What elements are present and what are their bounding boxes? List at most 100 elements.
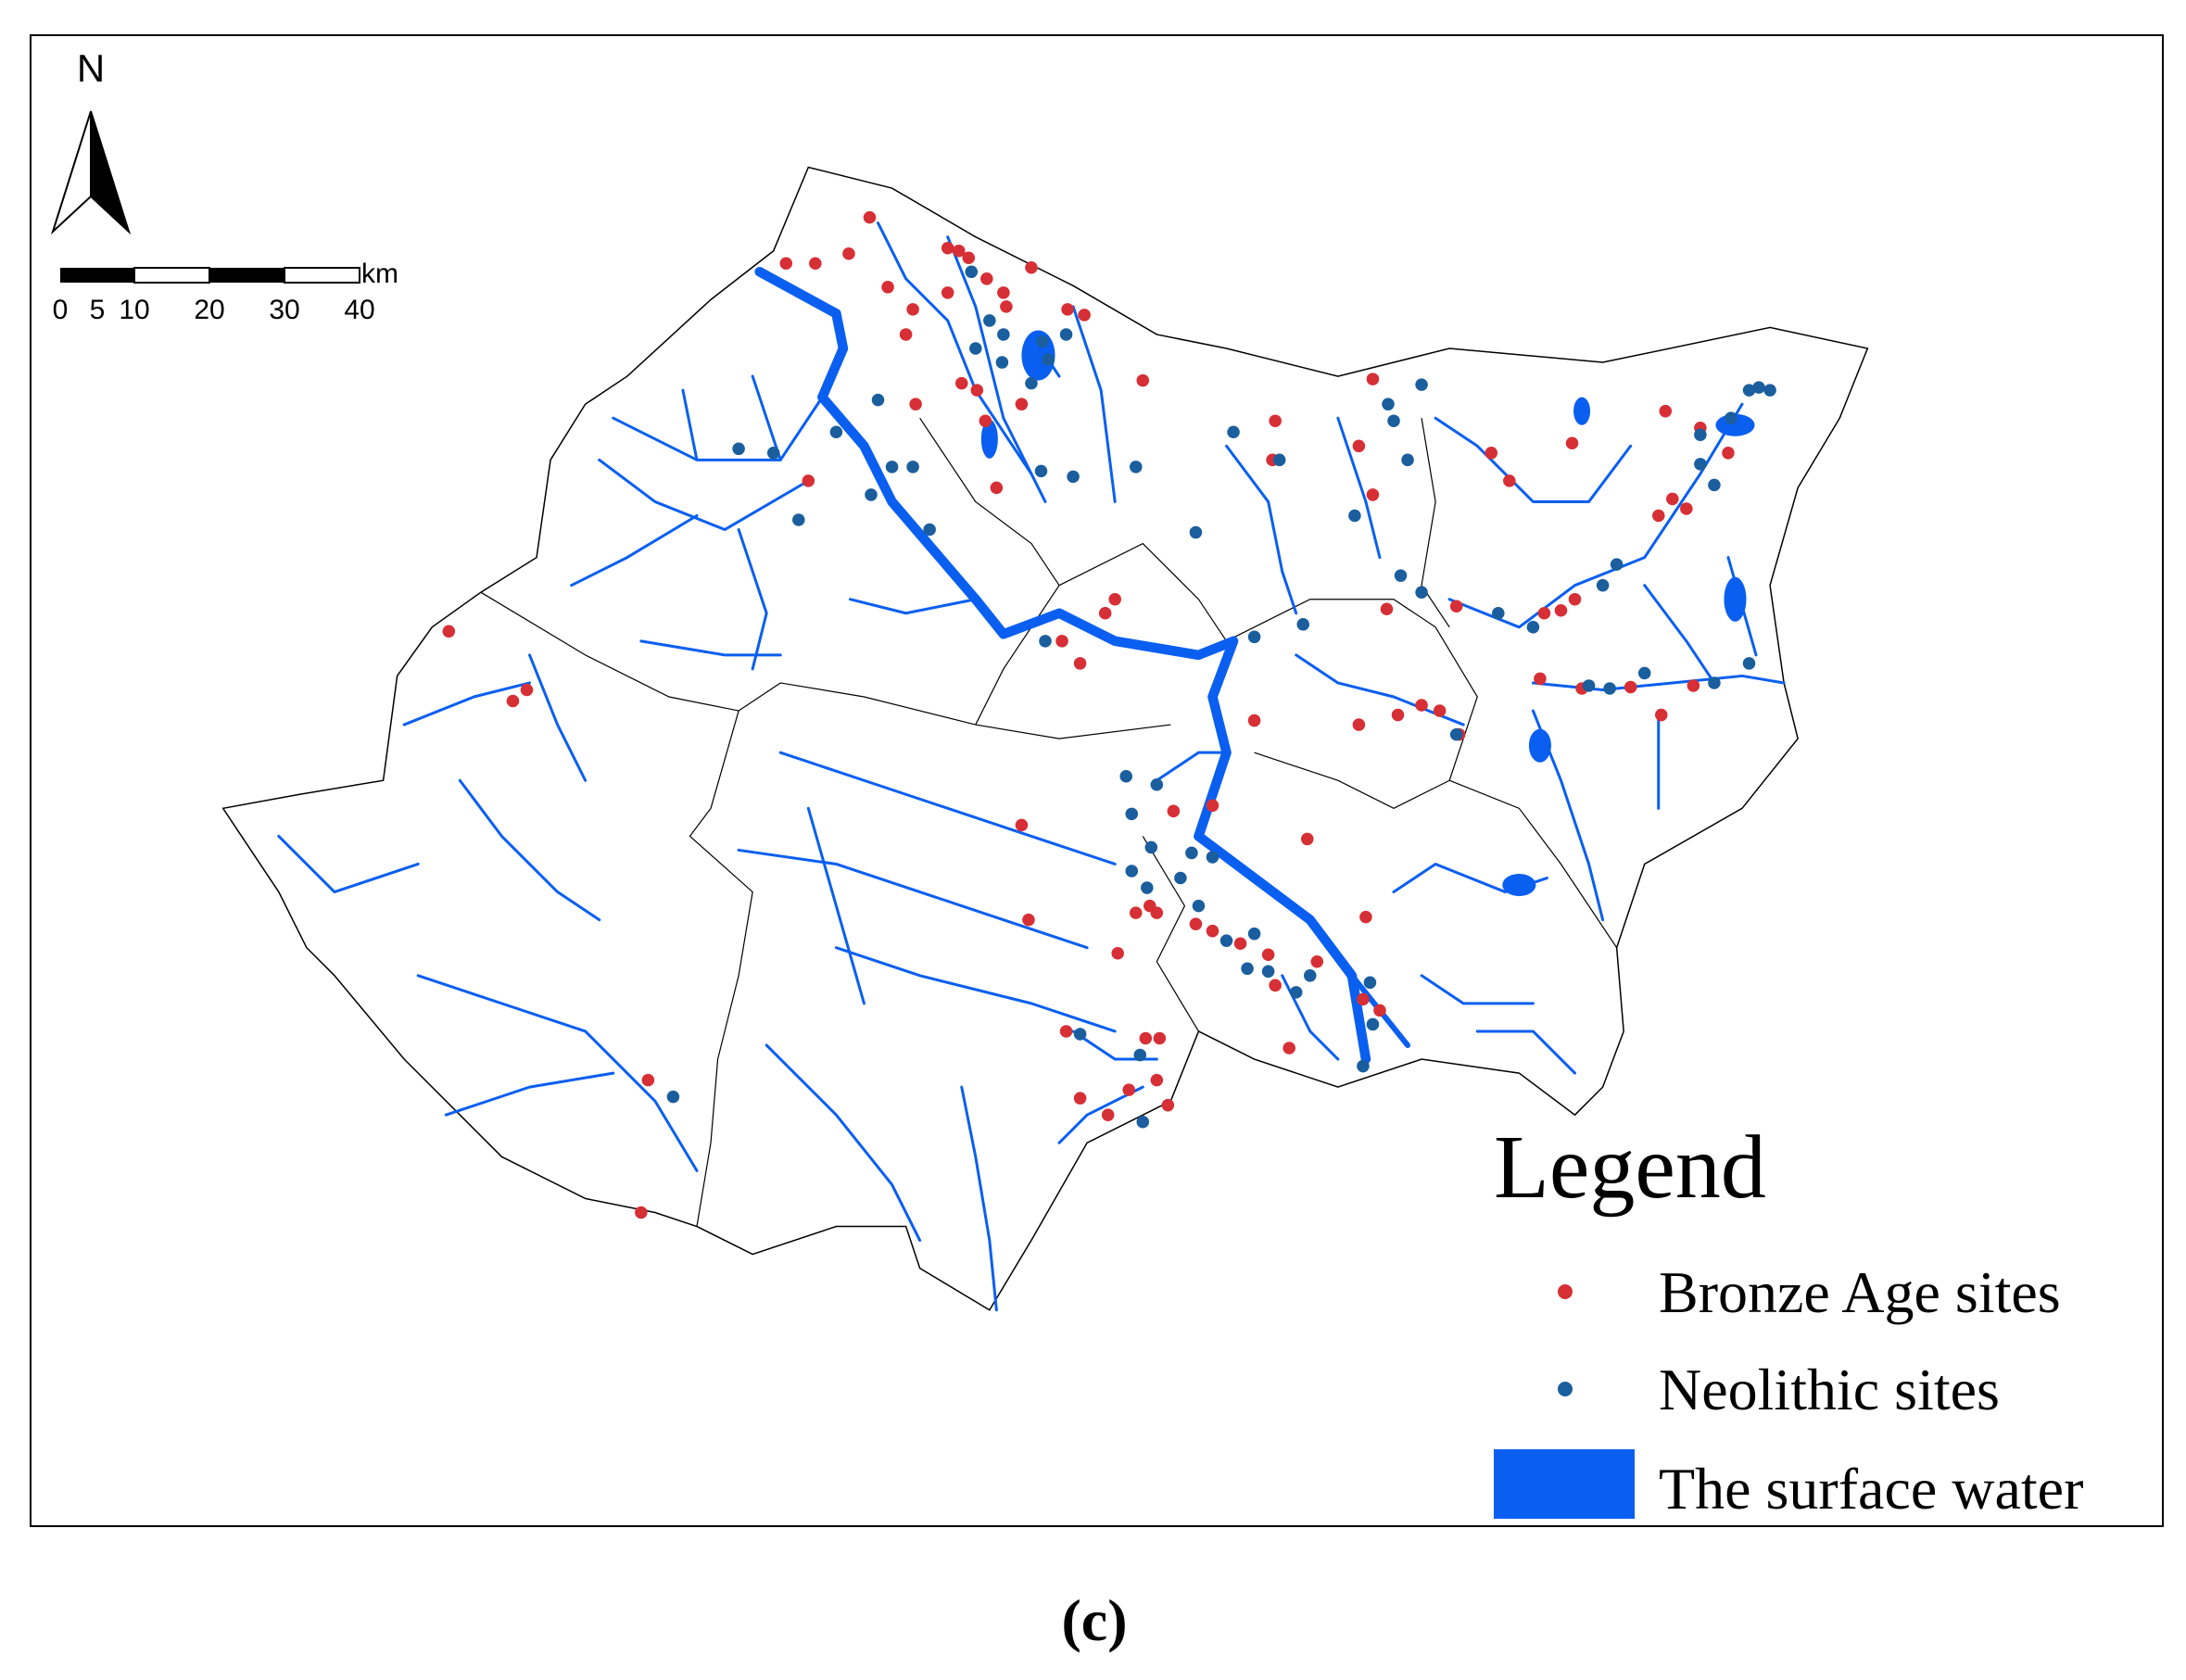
neolithic-site (1192, 899, 1206, 913)
bronze-age-site (1680, 502, 1693, 515)
scale-label: 0 (53, 295, 69, 325)
neolithic-site (1348, 509, 1361, 523)
bronze-age-site (442, 625, 456, 638)
bronze-age-site (1366, 373, 1380, 385)
bronze-age-site (506, 694, 520, 708)
river (778, 751, 1117, 865)
neolithic-site (1449, 727, 1463, 741)
bronze-age-site (1380, 602, 1394, 616)
neolithic-site (1174, 871, 1187, 885)
boundary (480, 591, 1171, 739)
bronze-age-site (1078, 309, 1091, 322)
river (570, 513, 699, 587)
neolithic-site (1582, 679, 1596, 692)
boundary (689, 710, 753, 1227)
bronze-age-site (1073, 1092, 1087, 1105)
river (458, 778, 601, 922)
neolithic-site (1742, 657, 1756, 670)
neolithic-site (1526, 621, 1540, 634)
neolithic-site (1125, 865, 1139, 878)
neolithic-site (1708, 478, 1721, 492)
district-boundaries (480, 417, 1618, 1227)
scale-label: 40 (344, 295, 374, 325)
bronze-age-site (1568, 592, 1582, 606)
neolithic-site (1059, 328, 1073, 341)
bronze-age-site (980, 272, 993, 285)
bronze-age-site (1449, 600, 1463, 613)
neolithic-site (1637, 666, 1651, 680)
bronze-age-site (635, 1206, 648, 1219)
scale-label: 10 (119, 295, 149, 325)
bronze-age-site (1503, 474, 1516, 487)
neolithic-site (983, 314, 996, 327)
neolithic-site (1219, 934, 1233, 947)
river (1434, 416, 1633, 503)
bronze-age-site (881, 281, 894, 294)
neolithic-site (1382, 398, 1395, 411)
bronze-age-site (1687, 679, 1700, 692)
boundary (919, 417, 1060, 587)
neolithic-site (1119, 769, 1132, 783)
lake (1528, 728, 1551, 763)
boundary (1226, 599, 1478, 809)
neolithic-site (1401, 453, 1414, 467)
neolithic-site (1752, 381, 1765, 394)
river (1643, 584, 1716, 685)
neolithic-site (1133, 1048, 1147, 1062)
rivers (277, 221, 1786, 1312)
bronze-age-site (1352, 718, 1366, 731)
bronze-age-site (1150, 906, 1164, 919)
bronze-age-site (962, 251, 976, 265)
lake (1724, 576, 1747, 622)
neolithic-site (1042, 353, 1055, 366)
lake (980, 419, 998, 459)
boundary (975, 542, 1228, 726)
north-label: N (77, 46, 105, 90)
legend-swatch (1494, 1449, 1635, 1519)
neolithic-site (1603, 682, 1616, 695)
neolithic-site (865, 488, 878, 501)
bronze-age-site (779, 257, 793, 271)
legend-title: Legend (1494, 1118, 1766, 1218)
neolithic-site (1742, 384, 1756, 397)
river (416, 974, 699, 1172)
sites (442, 210, 1776, 1219)
scale-labels: 0 5 10 20 30 40 (53, 295, 375, 325)
neolithic-site (1025, 376, 1038, 390)
bronze-age-site (1357, 992, 1370, 1006)
bronze-age-site (1666, 492, 1679, 506)
neolithic-site (1394, 569, 1408, 582)
neolithic-site (829, 425, 843, 439)
neolithic-site (1694, 458, 1707, 471)
neolithic-site (1261, 965, 1275, 979)
river (1420, 974, 1535, 1005)
river (877, 221, 1033, 475)
legend-items: Bronze Age sites Neolithic sites The surfa… (1494, 1259, 2083, 1522)
neolithic-site (1067, 470, 1080, 484)
scale-label: 5 (90, 295, 106, 325)
bronze-age-site (1485, 447, 1498, 460)
bronze-age-site (1025, 261, 1038, 274)
scale-segment (60, 268, 134, 283)
bronze-age-site (1283, 1042, 1295, 1055)
bronze-age-site (1391, 708, 1405, 722)
river (444, 1071, 615, 1117)
bronze-age-site (1189, 917, 1203, 930)
neolithic-site (1227, 425, 1240, 439)
bronze-age-site (1359, 910, 1372, 924)
boundary (1142, 836, 1199, 1032)
neolithic-site (1039, 635, 1052, 648)
scale-segment (133, 267, 210, 284)
legend-marker (1558, 1284, 1573, 1299)
bronze-age-site (952, 244, 966, 258)
neolithic-site (906, 461, 919, 474)
bronze-age-site (906, 303, 919, 316)
scale-unit: km (361, 259, 398, 289)
river (737, 848, 1089, 950)
neolithic-site (1363, 976, 1377, 990)
neolithic-site (1136, 1115, 1150, 1129)
legend-label: Bronze Age sites (1659, 1259, 2061, 1325)
bronze-age-site (802, 474, 815, 487)
bronze-age-site (1247, 714, 1261, 727)
